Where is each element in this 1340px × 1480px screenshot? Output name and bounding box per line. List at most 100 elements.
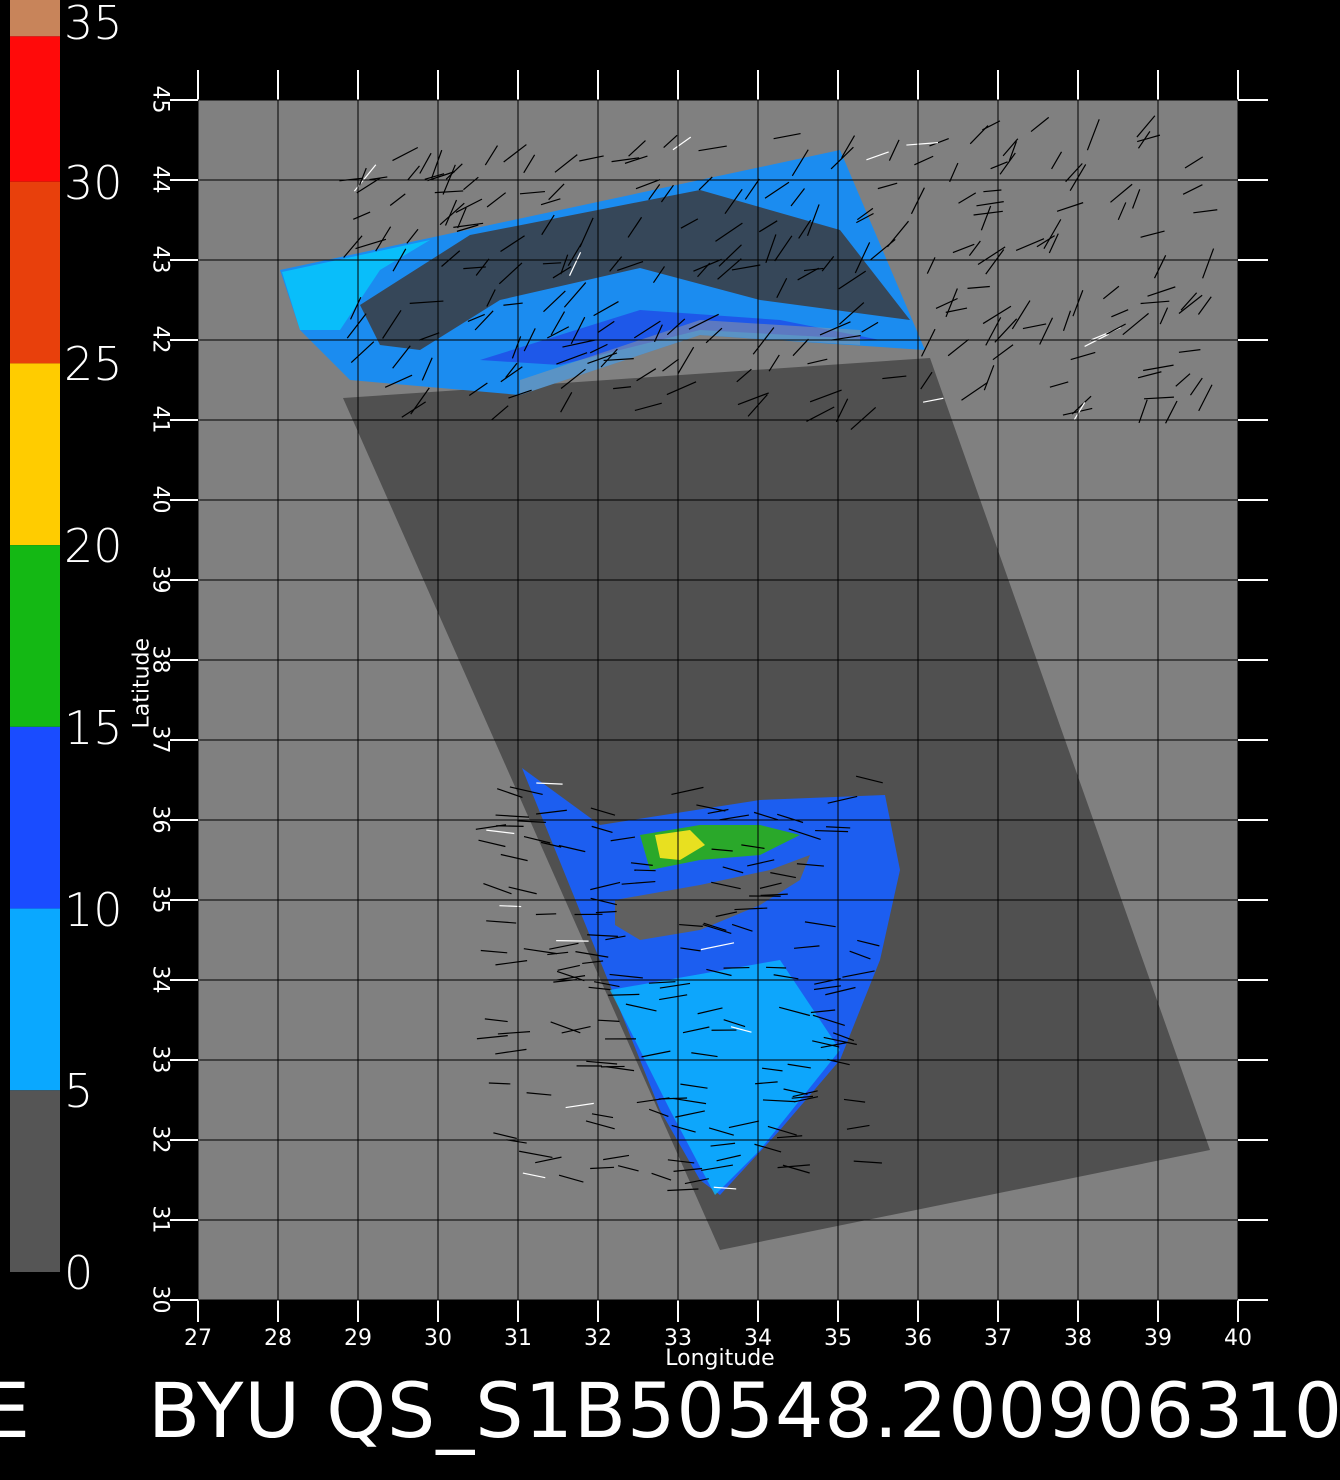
wind-barb	[1193, 209, 1218, 214]
lat-tick-label: 36	[147, 805, 173, 834]
wind-barb	[369, 176, 388, 181]
wind-barb	[486, 829, 515, 835]
wind-vectors	[339, 115, 1218, 1192]
wind-barb	[697, 1007, 723, 1015]
wind-barb	[609, 256, 623, 272]
colorbar-tick-label: 30	[64, 155, 123, 210]
wind-barb	[737, 392, 769, 406]
wind-barb	[407, 165, 420, 181]
wind-barb	[560, 392, 573, 413]
wind-barb	[722, 866, 744, 874]
wind-barb	[570, 316, 586, 345]
wind-barb	[968, 240, 981, 257]
wind-barb	[666, 381, 697, 396]
wind-barb	[496, 825, 524, 827]
wind-barb	[1197, 296, 1212, 315]
wind-barb	[666, 318, 686, 336]
wind-barb	[401, 401, 426, 418]
wind-barb	[595, 910, 617, 914]
wind-barb	[455, 198, 483, 213]
lon-tick-label: 35	[824, 1326, 852, 1351]
wind-barb	[536, 809, 567, 815]
colorbar-segment	[10, 36, 60, 182]
wind-barb	[806, 204, 820, 236]
wind-barb	[456, 224, 479, 232]
wind-barb	[731, 923, 753, 932]
wind-barb	[671, 1124, 696, 1133]
wind-barb	[812, 1014, 845, 1027]
wind-barb	[990, 161, 1008, 170]
wind-barb	[999, 152, 1016, 175]
wind-barb	[603, 358, 634, 362]
lon-tick-label: 32	[584, 1326, 612, 1351]
lon-tick-label: 27	[184, 1326, 212, 1351]
lat-tick-label: 30	[147, 1285, 173, 1314]
wind-barb	[830, 146, 854, 170]
lon-tick-label: 40	[1224, 1326, 1252, 1351]
colorbar-tick-label: 20	[64, 519, 123, 574]
wind-barb	[992, 344, 1014, 361]
wind-barb	[691, 1052, 718, 1058]
wind-barb	[877, 182, 898, 190]
lat-tick-label: 42	[147, 325, 173, 354]
wind-barb	[706, 968, 732, 977]
wind-barb	[582, 960, 604, 965]
wind-barb	[491, 405, 509, 421]
wind-barb	[920, 371, 933, 390]
wind-barb	[791, 149, 809, 177]
wind-barb	[624, 155, 648, 164]
wind-barb	[688, 313, 719, 330]
wind-barb	[812, 1040, 840, 1048]
wind-barb	[827, 795, 858, 804]
wind-barb	[1198, 384, 1213, 412]
wind-barb	[635, 178, 661, 190]
wind-barb	[508, 886, 537, 895]
wind-barb	[1086, 119, 1100, 151]
wind-barb	[549, 942, 579, 950]
wind-barb	[798, 219, 812, 239]
wind-barb	[1131, 189, 1141, 209]
wind-barb	[761, 1067, 783, 1072]
wind-barb	[636, 1097, 670, 1104]
wind-barb	[888, 139, 900, 161]
wind-barb	[853, 1160, 882, 1164]
wind-barb	[983, 365, 995, 391]
wind-barb	[575, 951, 609, 958]
wind-barb	[792, 1090, 818, 1098]
wind-barb	[813, 985, 842, 991]
colorbar	[10, 0, 60, 1272]
wind-barb	[608, 993, 640, 996]
lat-tick-label: 41	[147, 405, 173, 434]
wind-barb	[849, 950, 871, 960]
wind-barb	[831, 334, 861, 341]
wind-barb	[838, 270, 867, 290]
wind-barb	[1036, 235, 1055, 248]
wind-barb	[648, 1108, 669, 1117]
wind-barb	[495, 1048, 527, 1055]
wind-barb	[838, 302, 865, 325]
wind-barb	[698, 145, 727, 152]
wind-barb	[754, 1143, 782, 1153]
wind-barb	[717, 258, 742, 280]
wind-barb	[349, 296, 362, 320]
wind-barb	[558, 844, 586, 853]
wind-barb	[652, 266, 665, 283]
wind-barb	[375, 226, 392, 252]
wind-barb	[806, 406, 835, 422]
wind-barb	[698, 176, 713, 191]
lon-tick-label: 37	[984, 1326, 1012, 1351]
wind-barb	[945, 288, 958, 318]
lon-tick-label: 38	[1064, 1326, 1092, 1351]
wind-barb	[1022, 323, 1047, 330]
wind-barb	[392, 146, 419, 162]
wind-barb	[353, 211, 371, 220]
wind-barb	[634, 869, 656, 872]
wind-barb	[565, 1102, 594, 1109]
wind-barb	[588, 986, 611, 991]
wind-barb	[1117, 202, 1127, 221]
wind-barb	[744, 178, 760, 200]
wind-barb	[947, 338, 969, 357]
wind-barb	[985, 249, 1005, 275]
wind-barb	[929, 138, 949, 147]
wind-barb	[606, 1066, 635, 1072]
